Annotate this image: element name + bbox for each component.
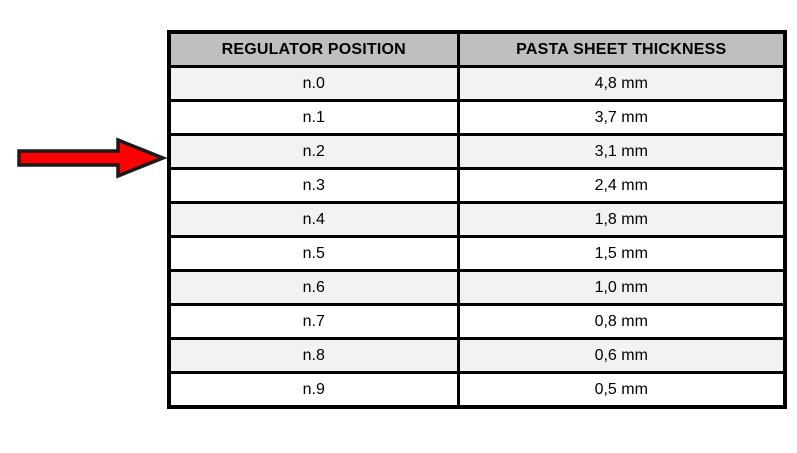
table-row: n.6 1,0 mm bbox=[167, 269, 787, 306]
table-row: n.3 2,4 mm bbox=[167, 167, 787, 204]
table-row: n.9 0,5 mm bbox=[167, 371, 787, 409]
table-row: n.4 1,8 mm bbox=[167, 201, 787, 238]
table-row: n.1 3,7 mm bbox=[167, 99, 787, 136]
position-cell: n.8 bbox=[167, 337, 460, 374]
table-row: n.8 0,6 mm bbox=[167, 337, 787, 374]
thickness-cell: 0,8 mm bbox=[456, 303, 787, 340]
position-cell: n.6 bbox=[167, 269, 460, 306]
thickness-cell: 0,6 mm bbox=[456, 337, 787, 374]
red-arrow-icon bbox=[17, 137, 167, 179]
position-cell: n.5 bbox=[167, 235, 460, 272]
position-cell: n.0 bbox=[167, 65, 460, 102]
table-row: n.2 3,1 mm bbox=[167, 133, 787, 170]
thickness-cell: 1,5 mm bbox=[456, 235, 787, 272]
table-row: n.5 1,5 mm bbox=[167, 235, 787, 272]
thickness-cell: 1,8 mm bbox=[456, 201, 787, 238]
table-row: n.0 4,8 mm bbox=[167, 65, 787, 102]
table-row: n.7 0,8 mm bbox=[167, 303, 787, 340]
thickness-cell: 2,4 mm bbox=[456, 167, 787, 204]
thickness-cell: 3,1 mm bbox=[456, 133, 787, 170]
table-header-row: REGULATOR POSITION PASTA SHEET THICKNESS bbox=[167, 30, 787, 68]
position-cell: n.4 bbox=[167, 201, 460, 238]
position-cell: n.2 bbox=[167, 133, 460, 170]
position-cell: n.1 bbox=[167, 99, 460, 136]
column-header-pasta-sheet-thickness: PASTA SHEET THICKNESS bbox=[456, 30, 787, 68]
thickness-cell: 1,0 mm bbox=[456, 269, 787, 306]
thickness-cell: 4,8 mm bbox=[456, 65, 787, 102]
column-header-regulator-position: REGULATOR POSITION bbox=[167, 30, 460, 68]
position-cell: n.9 bbox=[167, 371, 460, 409]
thickness-cell: 3,7 mm bbox=[456, 99, 787, 136]
thickness-cell: 0,5 mm bbox=[456, 371, 787, 409]
thickness-table: REGULATOR POSITION PASTA SHEET THICKNESS… bbox=[167, 30, 787, 409]
position-cell: n.3 bbox=[167, 167, 460, 204]
position-cell: n.7 bbox=[167, 303, 460, 340]
